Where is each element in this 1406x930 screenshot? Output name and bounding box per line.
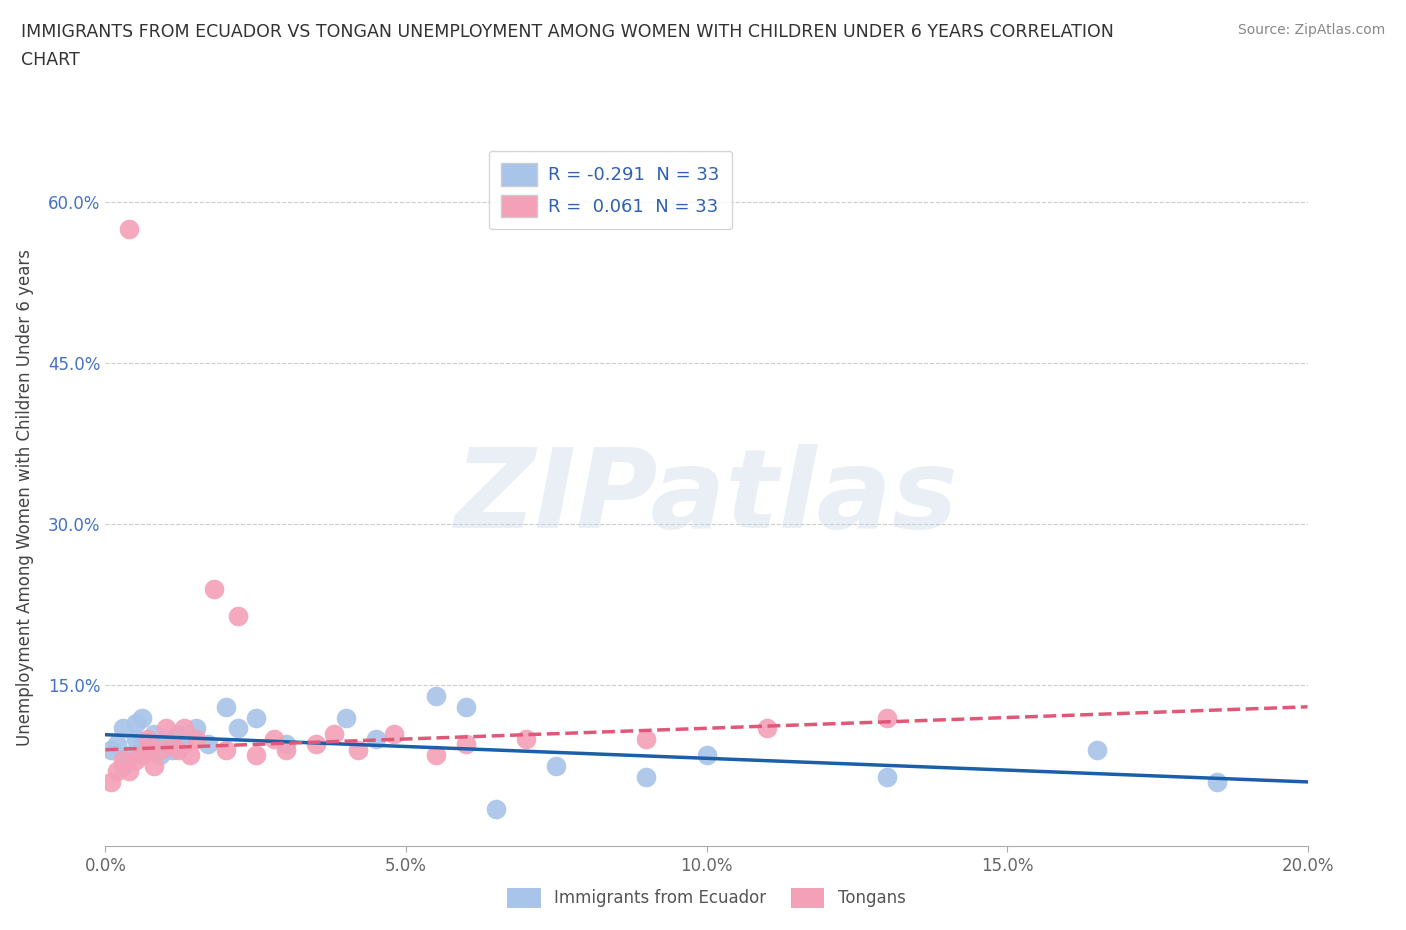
Point — [485, 802, 508, 817]
Point — [166, 742, 188, 757]
Point — [179, 748, 201, 763]
Point — [131, 748, 153, 763]
Point — [876, 711, 898, 725]
Point — [305, 737, 328, 751]
Point — [454, 699, 477, 714]
Point — [112, 753, 135, 768]
Point — [274, 737, 297, 751]
Point — [107, 737, 129, 751]
Point — [173, 737, 195, 751]
Point — [425, 748, 447, 763]
Point — [197, 737, 219, 751]
Point — [124, 753, 146, 768]
Point — [142, 726, 165, 741]
Point — [142, 758, 165, 773]
Point — [202, 581, 225, 596]
Text: CHART: CHART — [21, 51, 80, 69]
Point — [100, 742, 122, 757]
Point — [696, 748, 718, 763]
Point — [124, 715, 146, 730]
Point — [347, 742, 370, 757]
Text: Source: ZipAtlas.com: Source: ZipAtlas.com — [1237, 23, 1385, 37]
Point — [160, 737, 183, 751]
Point — [1085, 742, 1108, 757]
Point — [184, 721, 207, 736]
Point — [118, 222, 141, 237]
Point — [100, 775, 122, 790]
Point — [160, 742, 183, 757]
Point — [636, 769, 658, 784]
Point — [148, 748, 170, 763]
Point — [322, 726, 344, 741]
Legend: Immigrants from Ecuador, Tongans: Immigrants from Ecuador, Tongans — [501, 881, 912, 915]
Y-axis label: Unemployment Among Women with Children Under 6 years: Unemployment Among Women with Children U… — [17, 249, 34, 746]
Point — [131, 737, 153, 751]
Point — [112, 721, 135, 736]
Text: IMMIGRANTS FROM ECUADOR VS TONGAN UNEMPLOYMENT AMONG WOMEN WITH CHILDREN UNDER 6: IMMIGRANTS FROM ECUADOR VS TONGAN UNEMPL… — [21, 23, 1114, 41]
Point — [245, 711, 267, 725]
Point — [755, 721, 778, 736]
Text: ZIPatlas: ZIPatlas — [454, 444, 959, 551]
Point — [118, 764, 141, 778]
Point — [214, 742, 236, 757]
Point — [118, 748, 141, 763]
Point — [425, 688, 447, 703]
Point — [148, 742, 170, 757]
Point — [166, 726, 188, 741]
Point — [454, 737, 477, 751]
Point — [124, 732, 146, 747]
Point — [226, 721, 249, 736]
Point — [515, 732, 537, 747]
Point — [136, 742, 159, 757]
Point — [131, 711, 153, 725]
Point — [364, 732, 387, 747]
Point — [112, 758, 135, 773]
Point — [636, 732, 658, 747]
Point — [226, 608, 249, 623]
Point — [155, 721, 177, 736]
Point — [274, 742, 297, 757]
Point — [136, 732, 159, 747]
Point — [382, 726, 405, 741]
Point — [335, 711, 357, 725]
Point — [546, 758, 568, 773]
Point — [245, 748, 267, 763]
Point — [107, 764, 129, 778]
Point — [136, 742, 159, 757]
Point — [155, 732, 177, 747]
Point — [1206, 775, 1229, 790]
Point — [876, 769, 898, 784]
Point — [263, 732, 285, 747]
Point — [214, 699, 236, 714]
Point — [173, 721, 195, 736]
Point — [184, 732, 207, 747]
